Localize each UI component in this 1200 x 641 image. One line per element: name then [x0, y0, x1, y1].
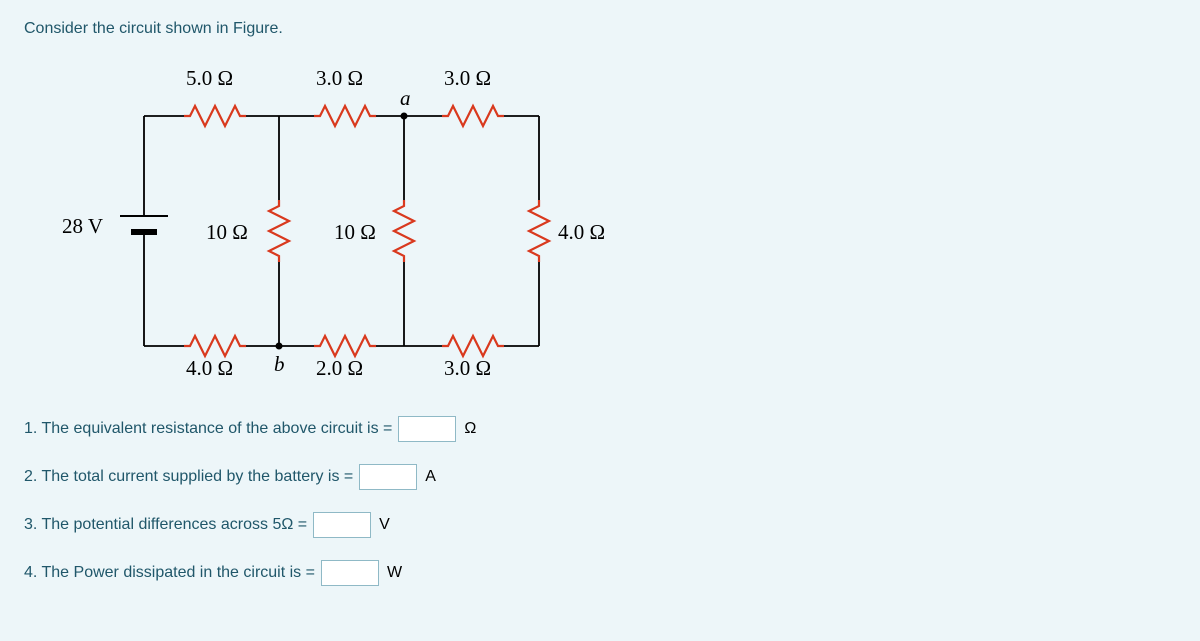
label-r-top2: 3.0 Ω — [316, 66, 363, 91]
node-a-label: a — [400, 86, 411, 111]
label-r-bot1: 4.0 Ω — [186, 356, 233, 381]
prompt-text: Consider the circuit shown in Figure. — [24, 20, 1176, 38]
questions-block: 1. The equivalent resistance of the abov… — [24, 416, 1176, 586]
label-r-v2: 10 Ω — [334, 220, 376, 245]
q3-input[interactable] — [313, 512, 371, 538]
q4-input[interactable] — [321, 560, 379, 586]
q4-unit: W — [387, 564, 402, 582]
q3-text: 3. The potential differences across 5Ω = — [24, 516, 307, 534]
q4-text: 4. The Power dissipated in the circuit i… — [24, 564, 315, 582]
q1-input[interactable] — [398, 416, 456, 442]
question-1: 1. The equivalent resistance of the abov… — [24, 416, 1176, 442]
q1-text: 1. The equivalent resistance of the abov… — [24, 420, 392, 438]
question-3: 3. The potential differences across 5Ω =… — [24, 512, 1176, 538]
q2-text: 2. The total current supplied by the bat… — [24, 468, 353, 486]
label-r-bot2: 2.0 Ω — [316, 356, 363, 381]
question-2: 2. The total current supplied by the bat… — [24, 464, 1176, 490]
q2-unit: A — [425, 468, 436, 486]
q2-input[interactable] — [359, 464, 417, 490]
question-4: 4. The Power dissipated in the circuit i… — [24, 560, 1176, 586]
voltage-source-label: 28 V — [62, 214, 103, 239]
label-r-top1: 5.0 Ω — [186, 66, 233, 91]
q3-unit: V — [379, 516, 390, 534]
node-b-label: b — [274, 352, 285, 377]
label-r-top3: 3.0 Ω — [444, 66, 491, 91]
circuit-diagram: 5.0 Ω 3.0 Ω 3.0 Ω a 10 Ω 10 Ω 4.0 Ω 28 V… — [34, 56, 654, 396]
q1-unit: Ω — [464, 420, 476, 438]
label-r-v1: 10 Ω — [206, 220, 248, 245]
label-r-v3: 4.0 Ω — [558, 220, 605, 245]
label-r-bot3: 3.0 Ω — [444, 356, 491, 381]
